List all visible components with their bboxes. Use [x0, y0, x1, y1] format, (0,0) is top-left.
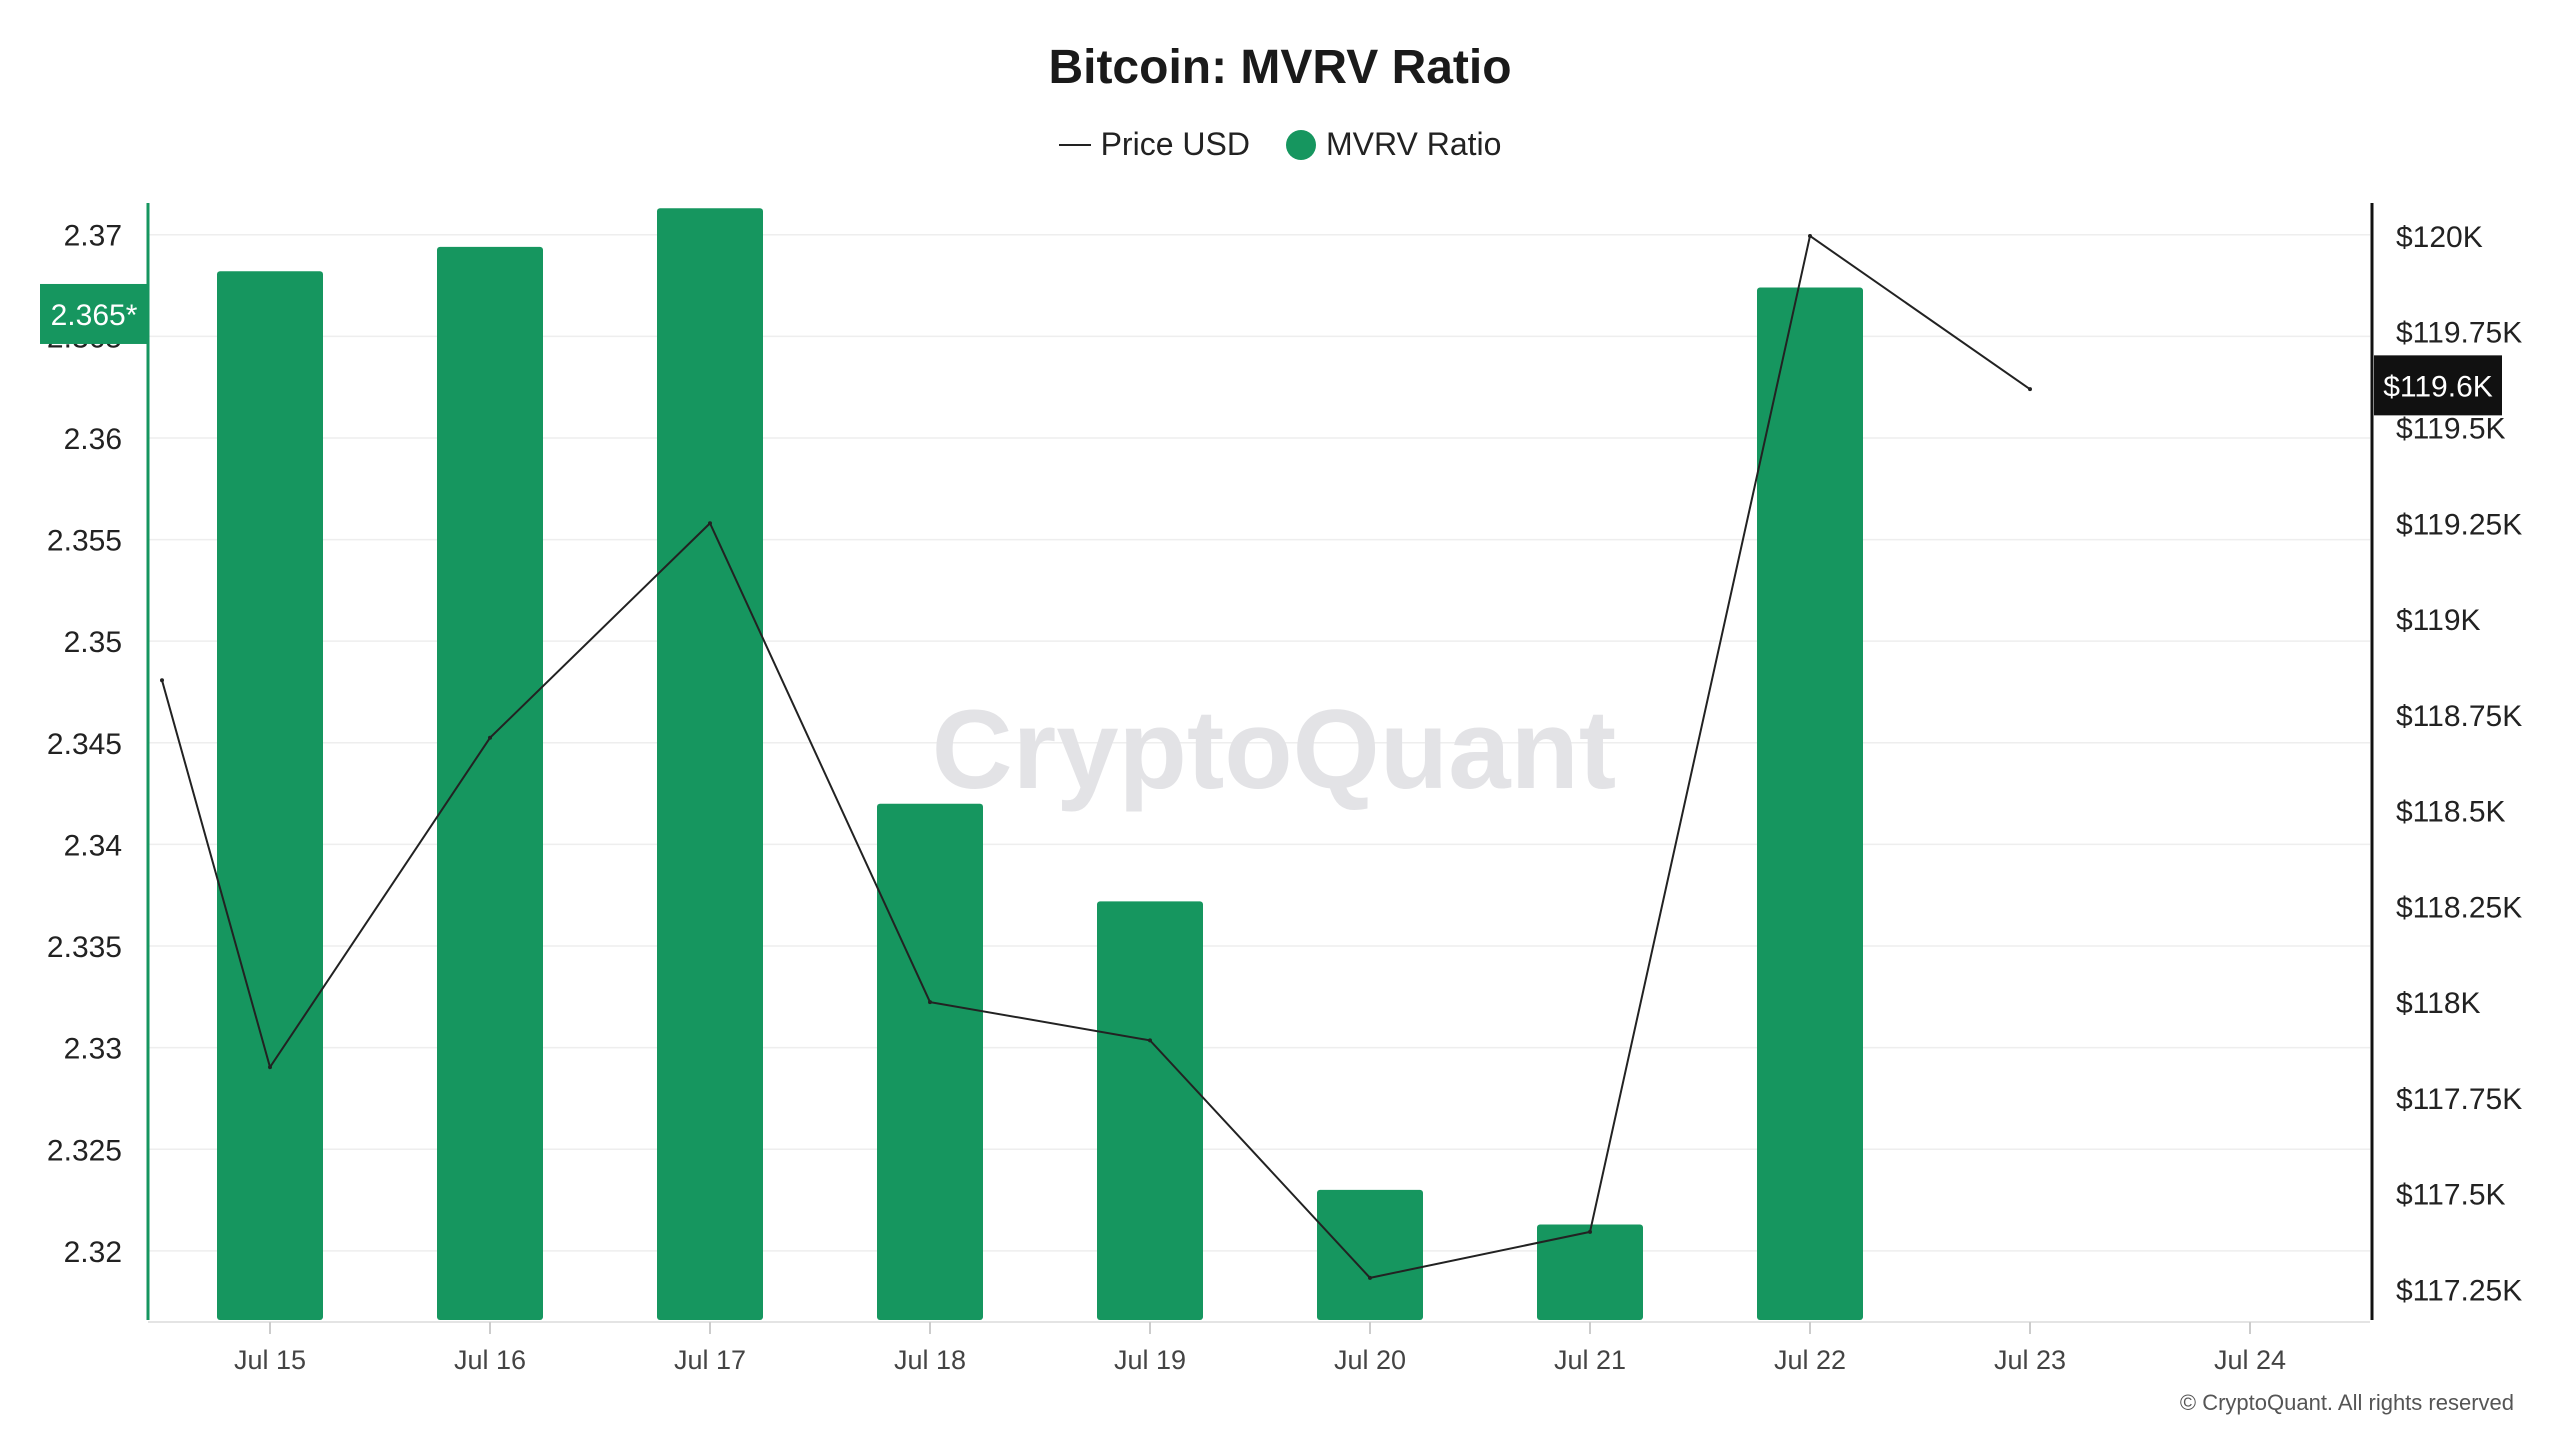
right-axis-ticks: $117.25K $117.5K $117.75K $118K $118.25K $118… [2396, 221, 2522, 1307]
left-tick-label: 2.345 [47, 728, 122, 761]
mvrv-bar-jul-15 [217, 271, 323, 1321]
x-tick-label: Jul 20 [1334, 1345, 1406, 1375]
left-tick-label: 2.35 [64, 626, 122, 659]
left-axis-ticks: 2.32 2.325 2.33 2.335 2.34 2.345 2.35 2.355 2.36… [47, 220, 122, 1269]
x-tick-label: Jul 15 [234, 1345, 306, 1375]
left-tick-label: 2.355 [47, 525, 122, 558]
price-point [928, 1000, 932, 1005]
line-swatch-icon [1058, 143, 1091, 146]
mvrv-bar-jul-16 [437, 246, 543, 1320]
watermark-text: CryptoQuant [932, 687, 1616, 812]
right-tick-label: $120K [2396, 221, 2483, 254]
x-tick-label: Jul 24 [2214, 1345, 2286, 1375]
price-point [1588, 1229, 1592, 1234]
price-point [1148, 1038, 1152, 1043]
legend-label-price: Price USD [1100, 126, 1250, 162]
price-line [161, 234, 2031, 1279]
price-point [160, 678, 164, 683]
right-current-marker-bg [2374, 355, 2502, 416]
left-tick-label: 2.34 [64, 829, 122, 862]
price-point [708, 521, 712, 526]
chart-title: Bitcoin: MVRV Ratio [1048, 41, 1512, 94]
mvrv-bar-jul-22 [1757, 287, 1863, 1320]
x-axis-ticks: Jul 15 Jul 16 Jul 17 Jul 18 Jul 19 Jul 20 Jul … [234, 1322, 2286, 1375]
bars-layer [217, 208, 1863, 1321]
left-tick-label: 2.325 [47, 1134, 122, 1167]
mvrv-bar-jul-20 [1317, 1189, 1423, 1320]
axes-layer [146, 203, 2374, 1323]
left-tick-label: 2.335 [47, 931, 122, 964]
right-tick-label: $119.75K [2396, 317, 2522, 350]
left-tick-label: 2.37 [64, 220, 122, 253]
right-tick-label: $119.25K [2396, 508, 2522, 541]
right-tick-label: $117.25K [2396, 1274, 2522, 1307]
right-tick-label: $118.75K [2396, 700, 2522, 733]
price-point [1808, 233, 1812, 238]
x-tick-label: Jul 18 [894, 1345, 966, 1375]
right-tick-label: $117.75K [2396, 1083, 2522, 1116]
right-current-marker-label: $119.6K [2383, 370, 2493, 403]
right-tick-label: $119K [2396, 604, 2481, 637]
x-tick-label: Jul 23 [1994, 1345, 2066, 1375]
mvrv-bar-jul-21 [1537, 1224, 1643, 1320]
left-tick-label: 2.32 [64, 1236, 122, 1269]
mvrv-bar-jul-19 [1097, 901, 1203, 1320]
x-tick-label: Jul 21 [1554, 1345, 1626, 1375]
price-point [1368, 1275, 1372, 1280]
markers-layer: 2.365* $119.6K [40, 283, 2502, 416]
legend-item-mvrv[interactable]: MVRV Ratio [1285, 126, 1502, 163]
right-tick-label: $118.5K [2396, 796, 2506, 829]
copyright-text: © CryptoQuant. All rights reserved [2180, 1390, 2514, 1415]
right-tick-label: $118K [2396, 987, 2481, 1020]
left-tick-label: 2.36 [64, 423, 122, 456]
line-layer [160, 233, 2032, 1280]
dot-swatch-icon [1285, 129, 1316, 160]
legend: Price USD MVRV Ratio [0, 126, 2560, 163]
mvrv-bar-jul-18 [877, 803, 983, 1320]
x-tick-label: Jul 17 [674, 1345, 746, 1375]
legend-item-price[interactable]: Price USD [1058, 126, 1250, 163]
left-current-marker-bg [40, 283, 148, 344]
right-tick-label: $117.5K [2396, 1179, 2506, 1212]
price-point [488, 735, 492, 740]
mvrv-bar-jul-17 [657, 208, 763, 1320]
left-tick-label: 2.33 [64, 1033, 122, 1066]
x-tick-label: Jul 22 [1774, 1345, 1846, 1375]
x-tick-label: Jul 16 [454, 1345, 526, 1375]
right-tick-label: $119.5K [2396, 412, 2506, 445]
legend-label-mvrv: MVRV Ratio [1325, 126, 1502, 162]
price-point [268, 1065, 272, 1070]
x-tick-label: Jul 19 [1114, 1345, 1186, 1375]
price-point [2028, 387, 2032, 392]
right-tick-label: $118.25K [2396, 891, 2522, 924]
left-current-marker-label: 2.365* [51, 299, 138, 332]
